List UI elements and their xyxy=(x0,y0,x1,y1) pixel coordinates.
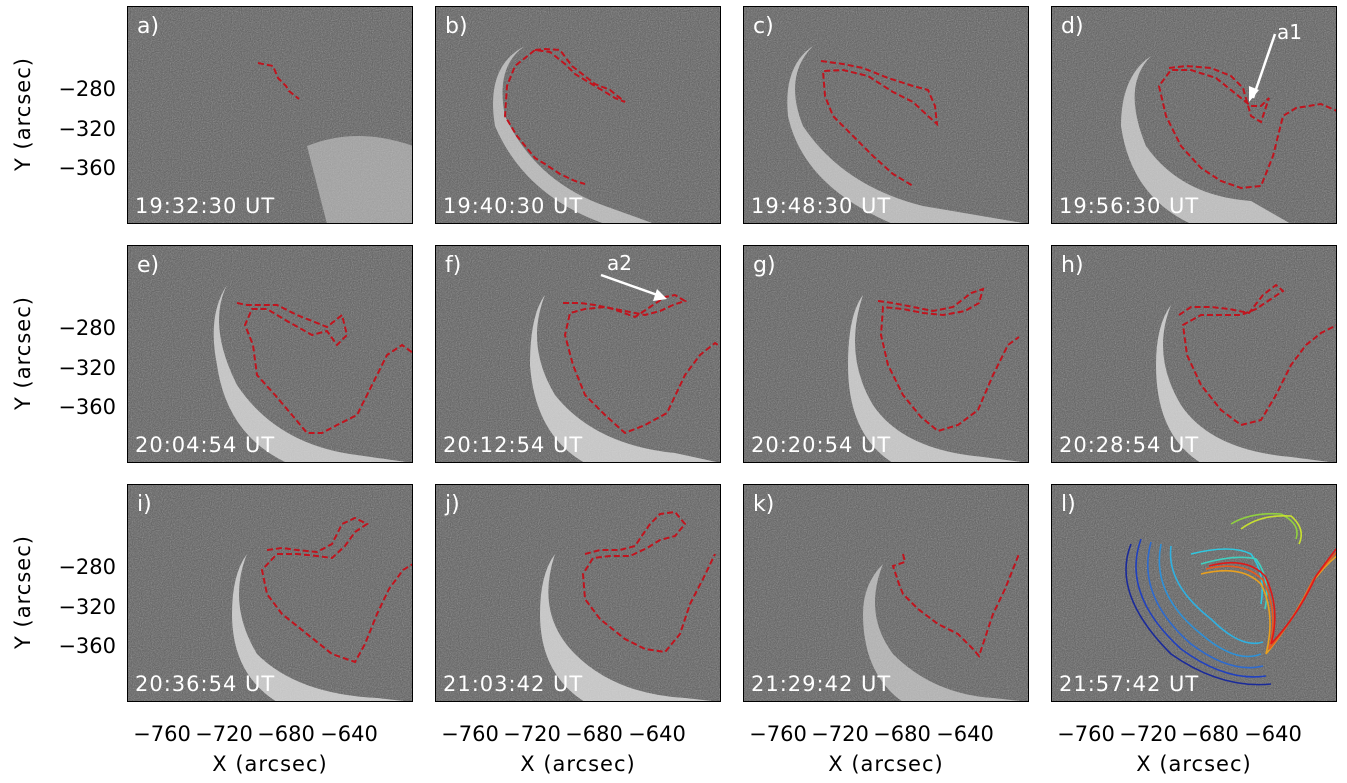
panel-timestamp: 19:48:30 UT xyxy=(751,194,892,218)
panel-i: i) 20:36:54 UT xyxy=(127,484,413,702)
y-axis-label-row3: Y (arcsec) xyxy=(11,535,35,649)
x-tick-label: −760 xyxy=(133,722,191,746)
x-axis-label-col4: X (arcsec) xyxy=(1136,752,1252,776)
x-tick-label: −720 xyxy=(503,722,561,746)
y-tick-label: −320 xyxy=(58,117,116,141)
solar-image-k xyxy=(743,484,1029,702)
y-tick-label: −280 xyxy=(58,555,116,579)
solar-image-e xyxy=(127,245,413,463)
x-tick-label: −720 xyxy=(1119,722,1177,746)
solar-image-l xyxy=(1051,484,1337,702)
y-tick-label: −320 xyxy=(58,595,116,619)
y-axis-label-row2: Y (arcsec) xyxy=(11,296,35,410)
panel-timestamp: 20:12:54 UT xyxy=(443,433,584,457)
panel-h: h) 20:28:54 UT xyxy=(1051,245,1337,463)
y-axis-label-row1: Y (arcsec) xyxy=(11,57,35,171)
panel-j: j) 21:03:42 UT xyxy=(435,484,721,702)
solar-image-c xyxy=(743,6,1029,224)
panel-f: f) a2 20:12:54 UT xyxy=(435,245,721,463)
x-tick-label: −640 xyxy=(1244,722,1302,746)
panel-a: a) 19:32:30 UT xyxy=(127,6,413,224)
x-tick-label: −640 xyxy=(320,722,378,746)
panel-timestamp: 20:20:54 UT xyxy=(751,433,892,457)
panel-label: j) xyxy=(445,492,460,517)
solar-image-f xyxy=(435,245,721,463)
panel-label: f) xyxy=(445,253,462,278)
panel-label: h) xyxy=(1061,253,1084,278)
solar-image-g xyxy=(743,245,1029,463)
panel-label: l) xyxy=(1061,492,1076,517)
x-tick-label: −640 xyxy=(936,722,994,746)
y-tick-label: −280 xyxy=(58,77,116,101)
annotation-a2: a2 xyxy=(607,251,632,275)
panel-timestamp: 19:32:30 UT xyxy=(135,194,276,218)
x-tick-label: −680 xyxy=(565,722,623,746)
panel-timestamp: 20:36:54 UT xyxy=(135,672,276,696)
solar-image-b xyxy=(435,6,721,224)
panel-label: k) xyxy=(753,492,775,517)
panel-timestamp: 20:04:54 UT xyxy=(135,433,276,457)
panel-label: i) xyxy=(137,492,152,517)
panel-d: d) a1 19:56:30 UT xyxy=(1051,6,1337,224)
panel-timestamp: 21:03:42 UT xyxy=(443,672,584,696)
panel-timestamp: 21:29:42 UT xyxy=(751,672,892,696)
x-axis-label-col2: X (arcsec) xyxy=(520,752,636,776)
panel-label: d) xyxy=(1061,14,1084,39)
x-tick-label: −720 xyxy=(195,722,253,746)
panel-label: a) xyxy=(137,14,160,39)
x-axis-label-col1: X (arcsec) xyxy=(212,752,328,776)
x-tick-label: −760 xyxy=(441,722,499,746)
panel-b: b) 19:40:30 UT xyxy=(435,6,721,224)
x-tick-label: −760 xyxy=(1057,722,1115,746)
y-tick-label: −360 xyxy=(58,634,116,658)
panel-l: l) 21:57:42 UT xyxy=(1051,484,1337,702)
x-tick-label: −680 xyxy=(1181,722,1239,746)
panel-timestamp: 20:28:54 UT xyxy=(1059,433,1200,457)
panel-timestamp: 19:56:30 UT xyxy=(1059,194,1200,218)
solar-image-h xyxy=(1051,245,1337,463)
panel-k: k) 21:29:42 UT xyxy=(743,484,1029,702)
panel-label: c) xyxy=(753,14,774,39)
annotation-a1: a1 xyxy=(1277,20,1302,44)
x-axis-label-col3: X (arcsec) xyxy=(828,752,944,776)
panel-g: g) 20:20:54 UT xyxy=(743,245,1029,463)
y-tick-label: −320 xyxy=(58,356,116,380)
solar-image-a xyxy=(127,6,413,224)
x-tick-label: −760 xyxy=(749,722,807,746)
x-tick-label: −680 xyxy=(873,722,931,746)
y-tick-label: −360 xyxy=(58,395,116,419)
x-tick-label: −640 xyxy=(628,722,686,746)
solar-image-d xyxy=(1051,6,1337,224)
panel-label: g) xyxy=(753,253,776,278)
x-tick-label: −720 xyxy=(811,722,869,746)
x-tick-label: −680 xyxy=(257,722,315,746)
panel-timestamp: 21:57:42 UT xyxy=(1059,672,1200,696)
panel-e: e) 20:04:54 UT xyxy=(127,245,413,463)
solar-image-j xyxy=(435,484,721,702)
solar-image-i xyxy=(127,484,413,702)
panel-timestamp: 19:40:30 UT xyxy=(443,194,584,218)
panel-label: e) xyxy=(137,253,160,278)
y-tick-label: −360 xyxy=(58,156,116,180)
y-tick-label: −280 xyxy=(58,316,116,340)
panel-label: b) xyxy=(445,14,468,39)
panel-c: c) 19:48:30 UT xyxy=(743,6,1029,224)
